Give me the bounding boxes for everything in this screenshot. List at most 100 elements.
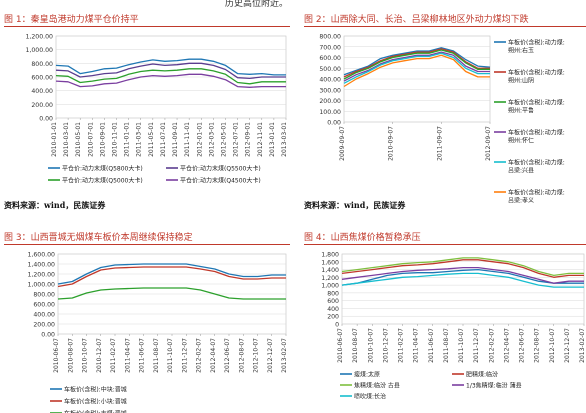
series-line-5 (341, 272, 584, 288)
y-tick-label: 200.00 (319, 98, 341, 105)
chart-panel-2: 图 2：山西除大同、长治、吕梁柳林地区外动力煤均下跌 0.00 100.00 200… (304, 12, 586, 210)
x-tick-label: 2011-12-07 (473, 328, 480, 363)
x-tick-label: 2013-02-07 (579, 328, 586, 363)
x-tick-label: 2010-05-01 (75, 122, 82, 157)
legend-label: 车板价(含税):末煤:晋城 (64, 410, 127, 413)
y-tick-label: 700.00 (319, 44, 341, 51)
x-tick-label: 2012-11-01 (257, 122, 264, 157)
x-tick-label: 2010-11-01 (112, 122, 119, 157)
y-tick-label: 0.00 (41, 332, 55, 339)
x-tick-label: 2013-03-01 (281, 122, 288, 157)
header-text-fragment: 历史高位附近。 (225, 0, 289, 9)
x-tick-label: 2013-02-07 (281, 338, 288, 373)
x-tick-label: 2010-10-07 (367, 328, 374, 363)
chart-title: 图 4：山西焦煤价格暂稳承压 (304, 233, 421, 243)
x-tick-label: 2011-06-07 (139, 338, 146, 373)
series-line-2 (57, 266, 286, 288)
source-note: 资料来源：wind，民族证券 (4, 200, 106, 210)
chart-title: 图 3：山西晋城无烟煤车板价本周继续保持稳定 (4, 233, 193, 243)
x-tick-label: 2012-12-07 (564, 328, 571, 363)
x-tick-label: 2010-01-01 (51, 122, 58, 157)
x-tick-label: 2010-08-07 (67, 338, 74, 373)
x-tick-label: 2012-04-07 (210, 338, 217, 373)
chart-panel-1: 图 1：秦皇岛港动力煤平仓价持平 0.00 200.00 400.00 600.00 8… (4, 12, 290, 210)
y-tick-label: 1,200.00 (25, 34, 53, 41)
x-tick-label: 2011-09-07 (436, 126, 443, 161)
series-line-3 (341, 257, 584, 277)
y-tick-label: 0.00 (327, 120, 341, 127)
legend-label: 车板价(含税):动力煤:朔州:平鲁 (508, 99, 565, 115)
series-line-1 (57, 263, 286, 285)
series-line-1 (55, 58, 286, 76)
source-note: 资料来源：wind，民族证券 (304, 200, 406, 210)
x-tick-label: 2011-08-07 (443, 328, 450, 363)
y-tick-label: 100.00 (319, 109, 341, 116)
y-tick-label: 600.00 (319, 55, 341, 62)
y-tick-label: 1,000.00 (27, 282, 55, 289)
x-tick-label: 2012-01-01 (196, 122, 203, 157)
x-tick-label: 2010-06-07 (53, 338, 60, 373)
x-tick-label: 2010-12-07 (96, 338, 103, 373)
legend-label: 车板价(含税):动力煤:朔州:右玉 (508, 39, 565, 55)
y-tick-label: 200.00 (31, 102, 53, 109)
line-chart: 0.00 200.00 400.00 600.00 800.00 1,000.00 1,20… (27, 252, 288, 413)
legend-label: 车板价(含税):动力煤:吕梁:孝义 (508, 189, 565, 205)
legend-label: 平仓价:动力末煤(Q5800大卡) (62, 165, 143, 173)
series-line-4 (343, 51, 490, 82)
y-tick-label: 800.00 (33, 292, 55, 299)
series-line-4 (55, 73, 286, 88)
y-tick-label: 1,000.00 (25, 47, 53, 54)
y-tick-label: 600.00 (33, 302, 55, 309)
legend-label: 1/3焦精煤:临汾 蒲县 (466, 382, 522, 390)
y-tick-label: 1,200.00 (27, 272, 55, 279)
y-tick-label: 1,600 (321, 259, 339, 266)
series-line-3 (57, 287, 286, 300)
series-line-6 (343, 54, 490, 88)
title-rule (304, 244, 586, 245)
x-tick-label: 2012-06-07 (224, 338, 231, 373)
x-tick-label: 2012-08-07 (238, 338, 245, 373)
legend-label: 平仓价:动力末煤(Q4500大卡) (180, 177, 261, 185)
chart-title: 图 2：山西除大同、长治、吕梁柳林地区外动力煤均下跌 (304, 15, 529, 25)
x-tick-label: 2012-08-07 (534, 328, 541, 363)
x-tick-label: 2011-08-07 (153, 338, 160, 373)
x-tick-label: 2011-03-01 (136, 122, 143, 157)
line-chart: 0.00 100.00 200.00 300.00 400.00 500.00 600.00… (319, 34, 565, 205)
y-tick-label: 300.00 (319, 87, 341, 94)
chart-title: 图 1：秦皇岛港动力煤平仓价持平 (4, 15, 139, 25)
x-tick-label: 2010-09-07 (388, 126, 395, 161)
x-tick-label: 2012-09-01 (245, 122, 252, 157)
x-tick-label: 2009-09-07 (339, 126, 346, 161)
legend-label: 平仓价:动力末煤(Q5000大卡) (62, 177, 143, 185)
x-tick-label: 2011-04-07 (413, 328, 420, 363)
x-tick-label: 2010-06-07 (337, 328, 344, 363)
x-tick-label: 2011-02-07 (110, 338, 117, 373)
y-tick-label: 600 (327, 298, 339, 305)
series-line-2 (343, 48, 490, 78)
x-tick-label: 2011-09-01 (172, 122, 179, 157)
series-line-2 (341, 259, 584, 278)
legend-label: 平仓价:动力末煤(Q5500大卡) (180, 165, 261, 173)
legend-label: 焦精煤:临汾 古县 (354, 382, 400, 390)
legend-label: 车板价(含税):动力煤:吕梁:兴县 (508, 159, 565, 175)
x-tick-label: 2012-04-07 (503, 328, 510, 363)
x-tick-label: 2011-10-07 (167, 338, 174, 373)
x-tick-label: 2011-11-01 (184, 122, 191, 157)
y-tick-label: 800 (327, 290, 339, 297)
series-line-1 (343, 47, 491, 76)
y-tick-label: 1,000 (321, 283, 339, 290)
y-tick-label: 200.00 (33, 322, 55, 329)
x-tick-label: 2010-12-07 (382, 328, 389, 363)
series-line-3 (343, 49, 490, 80)
x-tick-label: 2013-01-01 (269, 122, 276, 157)
title-rule (304, 26, 586, 27)
legend-label: 车板价(含税):中块:晋城 (64, 386, 127, 394)
title-rule (4, 244, 290, 245)
legend-label: 车板价(含税):动力煤:朔州:怀仁 (508, 129, 565, 145)
y-tick-label: 200 (327, 314, 339, 321)
series-line-1 (341, 268, 584, 286)
series-line-4 (341, 266, 584, 284)
chart-panel-4: 图 4：山西焦煤价格暂稳承压 0 200 400 600 800 1,000 1,200 1,… (304, 230, 586, 413)
x-tick-label: 2012-10-07 (253, 338, 260, 373)
y-tick-label: 400.00 (319, 77, 341, 84)
